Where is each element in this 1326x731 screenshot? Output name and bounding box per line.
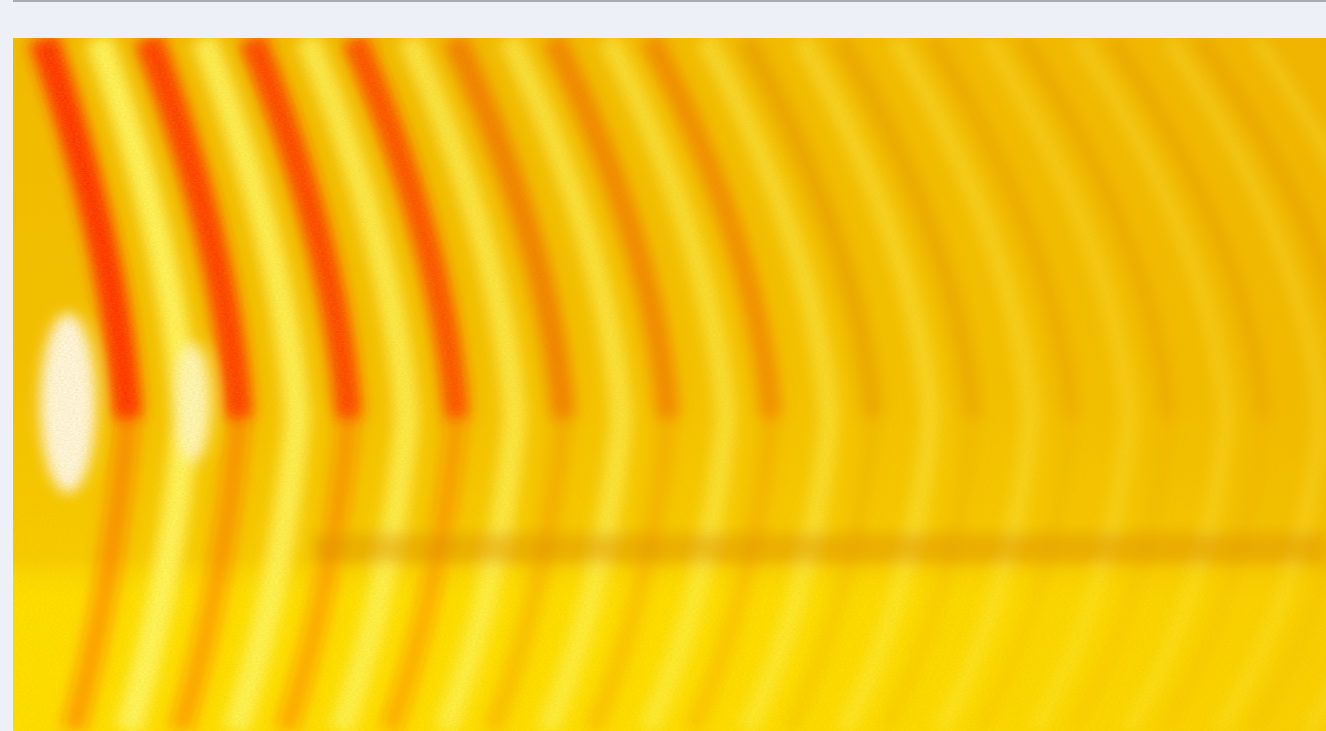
noise <box>13 38 1326 731</box>
top-border <box>13 0 1326 2</box>
interference-image <box>13 38 1326 731</box>
